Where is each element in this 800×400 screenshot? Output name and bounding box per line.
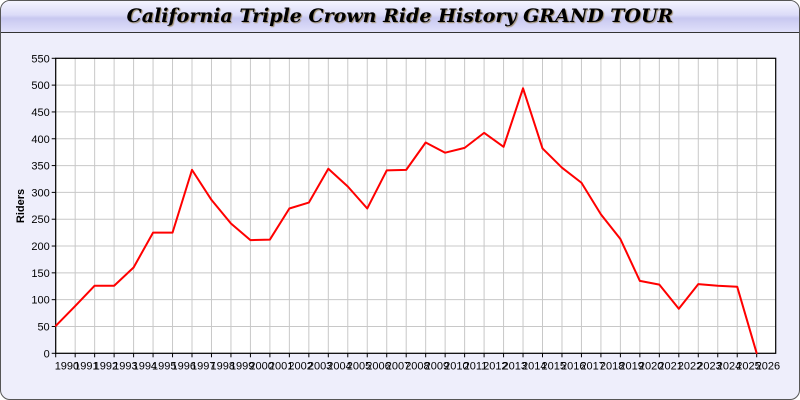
x-tick-label: 2017 [580,360,604,372]
x-tick-label: 2026 [756,360,780,372]
x-tick-label: 1991 [74,360,98,372]
y-tick-label: 350 [31,161,49,173]
x-tick-label: 2009 [425,360,449,372]
x-tick-label: 1996 [172,360,196,372]
y-axis-label: Riders [15,189,27,223]
y-tick-label: 250 [31,214,49,226]
y-tick-label: 550 [31,53,49,65]
data-point [639,280,641,282]
x-tick-label: 1993 [113,360,137,372]
axes: 0501001502002503003504004505005501990199… [31,53,780,372]
x-tick-label: 2013 [503,360,527,372]
plot-area [55,58,776,354]
y-tick-label: 100 [31,295,49,307]
x-tick-label: 1999 [230,360,254,372]
data-point [249,239,252,241]
data-point [522,87,524,90]
data-point [385,169,388,172]
data-point [716,284,719,287]
data-point [210,199,213,201]
x-tick-label: 2020 [639,360,663,372]
data-point [405,169,408,171]
x-tick-label: 2011 [464,360,488,372]
y-tick-label: 200 [31,241,49,253]
data-point [152,231,154,234]
data-point [463,147,466,149]
y-tick-label: 450 [31,107,49,119]
x-tick-label: 2000 [249,360,273,372]
chart-title: California Triple Crown Ride History GRA… [126,5,674,27]
data-point [561,166,563,169]
data-point [346,185,349,188]
data-point [288,207,291,210]
data-point [74,305,76,307]
data-point [269,238,271,241]
data-point [93,284,96,287]
x-tick-label: 2025 [736,360,760,372]
data-point [230,222,232,225]
x-tick-label: 2012 [483,360,507,372]
plot-border [55,57,777,354]
x-tick-label: 2021 [658,360,682,372]
data-point [580,181,583,184]
data-point [600,213,602,216]
x-tick-label: 1995 [152,360,176,372]
x-tick-label: 2023 [697,360,721,372]
y-tick-label: 500 [31,80,49,92]
x-tick-label: 2018 [600,360,624,372]
x-tick-label: 2022 [678,360,702,372]
x-tick-label: 2014 [522,360,546,372]
x-tick-label: 2006 [366,360,390,372]
x-tick-label: 2005 [347,360,371,372]
data-point [171,231,174,234]
data-point [308,201,310,204]
x-tick-label: 2015 [542,360,566,372]
data-point [755,352,758,355]
data-point [697,283,700,285]
x-tick-label: 2019 [619,360,643,372]
x-tick-label: 1992 [94,360,118,372]
data-point [483,132,485,134]
y-tick-label: 300 [31,187,49,199]
data-point [366,207,369,210]
y-tick-label: 50 [37,321,49,333]
x-tick-label: 2010 [444,360,468,372]
data-point [424,141,427,144]
data-point [54,325,57,327]
x-tick-label: 2004 [327,360,351,372]
data-point [736,285,739,288]
data-point [541,147,544,150]
data-point [191,169,193,171]
x-tick-label: 2001 [269,360,293,372]
data-point [444,151,446,154]
data-point [132,266,135,269]
data-point [619,238,622,240]
data-point [658,283,661,286]
x-tick-label: 1997 [191,360,215,372]
title-bar: California Triple Crown Ride History GRA… [1,1,799,33]
x-tick-label: 1994 [133,360,157,372]
x-tick-label: 2003 [308,360,332,372]
data-point [678,307,680,310]
grid [55,57,776,354]
data-point [327,167,330,170]
data-point [113,284,115,287]
data-point [502,146,505,148]
y-tick-label: 0 [44,348,50,360]
x-tick-label: 2024 [717,360,741,372]
x-tick-label: 2008 [405,360,429,372]
x-tick-label: 1998 [210,360,234,372]
y-tick-label: 400 [31,134,49,146]
y-tick-label: 150 [31,268,49,280]
x-tick-label: 2007 [386,360,410,372]
series-line-group [54,87,758,355]
x-tick-label: 2002 [288,360,312,372]
x-tick-label: 1990 [55,360,79,372]
x-tick-label: 2016 [561,360,585,372]
